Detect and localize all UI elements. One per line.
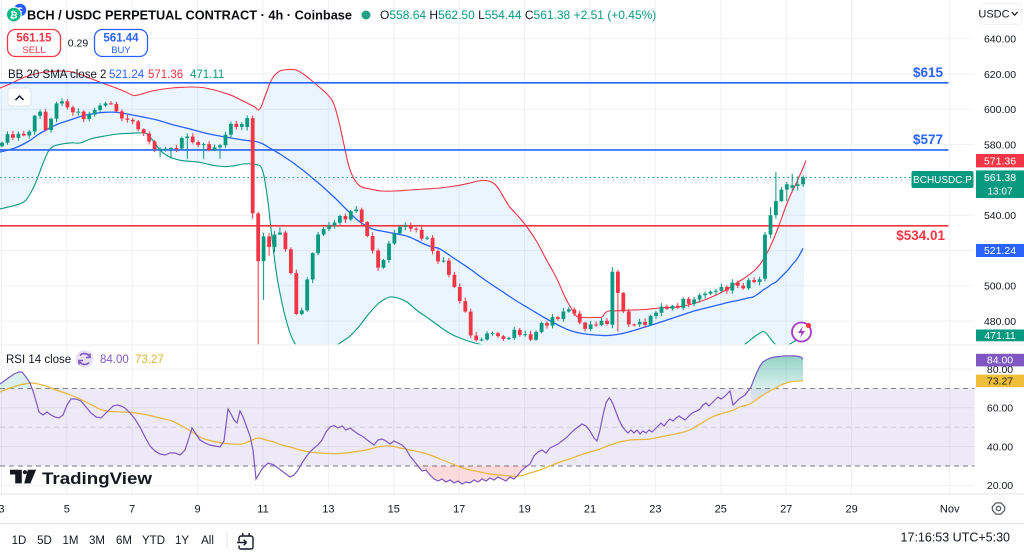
svg-text:80.00: 80.00 [987,364,1013,376]
svg-text:₿: ₿ [9,10,19,22]
svg-text:27: 27 [780,504,792,516]
svg-text:YTD: YTD [142,535,165,547]
svg-text:0.29: 0.29 [68,38,89,50]
svg-text:BCH / USDC PERPETUAL CONTRACT: BCH / USDC PERPETUAL CONTRACT · 4h · Coi… [27,8,352,23]
svg-text:O558.64 H562.50 L554.44 C561.3: O558.64 H562.50 L554.44 C561.38 +2.51 (+… [380,8,656,22]
svg-text:3M: 3M [89,535,105,547]
svg-text:$534.01: $534.01 [896,228,945,243]
svg-text:25: 25 [715,504,727,516]
svg-text:540.00: 540.00 [984,210,1016,222]
svg-text:40.00: 40.00 [987,441,1013,453]
svg-text:600.00: 600.00 [984,104,1016,116]
svg-text:$615: $615 [913,65,944,80]
svg-text:Nov: Nov [940,504,960,516]
svg-text:561.44: 561.44 [103,33,139,45]
svg-text:1Y: 1Y [175,535,189,547]
svg-text:19: 19 [518,504,530,516]
svg-text:13: 13 [322,504,334,516]
svg-text:RSI 14 close: RSI 14 close [6,354,71,366]
svg-text:480.00: 480.00 [984,316,1016,328]
svg-text:640.00: 640.00 [984,34,1016,46]
svg-text:BUY: BUY [111,45,131,56]
svg-text:15: 15 [388,504,400,516]
svg-text:3: 3 [0,504,4,516]
svg-text:521.24: 521.24 [109,69,145,81]
svg-text:521.24: 521.24 [984,245,1016,257]
svg-text:17: 17 [453,504,465,516]
svg-text:5: 5 [64,504,70,516]
svg-text:21: 21 [584,504,596,516]
svg-text:471.11: 471.11 [190,69,224,81]
svg-text:471.11: 471.11 [984,330,1015,342]
svg-text:571.36: 571.36 [148,69,183,81]
svg-text:561.15: 561.15 [16,33,52,45]
svg-text:561.38: 561.38 [984,172,1016,184]
svg-text:All: All [201,535,214,547]
svg-text:29: 29 [845,504,857,516]
svg-text:73.27: 73.27 [987,376,1013,388]
svg-text:SELL: SELL [22,45,45,56]
svg-text:TradingView: TradingView [42,470,152,488]
svg-text:$577: $577 [913,132,943,147]
svg-text:1M: 1M [63,535,79,547]
svg-text:9: 9 [195,504,201,516]
svg-text:1D: 1D [12,535,27,547]
svg-text:5D: 5D [37,535,52,547]
svg-text:BCHUSDC.P: BCHUSDC.P [913,175,972,186]
svg-text:84.00: 84.00 [100,354,129,366]
svg-text:500.00: 500.00 [984,281,1016,293]
svg-text:580.00: 580.00 [984,139,1016,151]
svg-text:USDC: USDC [978,9,1009,21]
svg-text:13:07: 13:07 [987,187,1012,198]
svg-text:23: 23 [649,504,661,516]
svg-text:620.00: 620.00 [984,69,1016,81]
svg-text:BB 20 SMA close 2: BB 20 SMA close 2 [8,69,106,81]
svg-text:11: 11 [257,504,268,516]
svg-text:73.27: 73.27 [135,354,164,366]
svg-text:6M: 6M [116,535,132,547]
svg-text:571.36: 571.36 [984,155,1016,167]
svg-text:7: 7 [129,504,135,516]
svg-text:17:16:53 UTC+5:30: 17:16:53 UTC+5:30 [901,531,1010,545]
svg-text:84.00: 84.00 [987,355,1013,367]
svg-text:20.00: 20.00 [987,480,1013,492]
svg-text:60.00: 60.00 [987,403,1013,415]
